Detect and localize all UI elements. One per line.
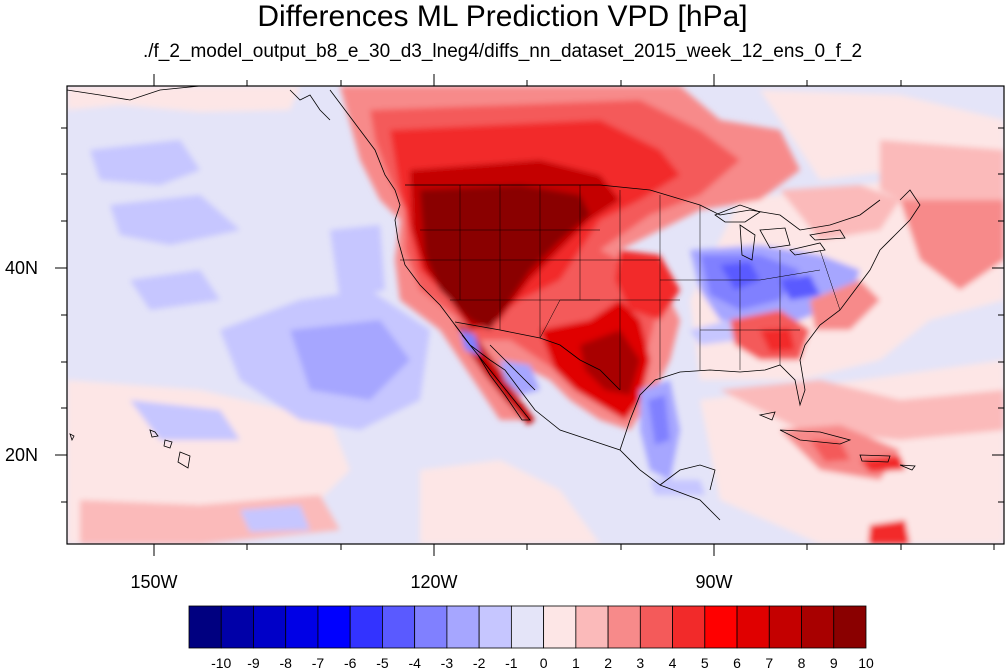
colorbar-label: -6 [344, 655, 357, 671]
colorbar-label: -1 [505, 655, 518, 671]
colorbar-label: 8 [798, 655, 806, 671]
colorbar-swatch [446, 605, 480, 649]
map-title: Differences ML Prediction VPD [hPa] [257, 0, 748, 33]
colorbar-swatch [349, 605, 383, 649]
colorbar-label: -4 [408, 655, 421, 671]
colorbar-label: -3 [441, 655, 454, 671]
colorbar-label: -7 [312, 655, 325, 671]
lat-tick-label: 40N [5, 258, 38, 278]
colorbar-swatch [801, 605, 835, 649]
colorbar-label: 6 [733, 655, 741, 671]
colorbar-swatch [382, 605, 416, 649]
lon-tick-label: 90W [695, 572, 732, 592]
lon-tick-label: 120W [410, 572, 457, 592]
map-area [67, 86, 1004, 544]
colorbar-swatch [575, 605, 609, 649]
colorbar-label: 4 [669, 655, 677, 671]
colorbar-label: 3 [636, 655, 644, 671]
colorbar-swatch [833, 605, 867, 649]
colorbar-label: -9 [247, 655, 260, 671]
colorbar-swatch [672, 605, 706, 649]
colorbar-swatch [188, 605, 222, 649]
colorbar-swatch [639, 605, 673, 649]
map-outlines [67, 86, 921, 521]
colorbar-swatch [704, 605, 738, 649]
colorbar-label: -2 [473, 655, 486, 671]
colorbar-label: -10 [211, 655, 231, 671]
colorbar-label: 7 [765, 655, 773, 671]
colorbar-label: 9 [830, 655, 838, 671]
lon-tick-label: 150W [130, 572, 177, 592]
colorbar-label: -5 [376, 655, 389, 671]
colorbar-label: 1 [572, 655, 580, 671]
map-subtitle: ./f_2_model_output_b8_e_30_d3_lneg4/diff… [142, 41, 863, 62]
colorbar-swatch [478, 605, 512, 649]
colorbar-swatch [220, 605, 254, 649]
colorbar-swatch [607, 605, 641, 649]
colorbar-swatch [317, 605, 351, 649]
colorbar-swatch [414, 605, 448, 649]
colorbar-label: -8 [279, 655, 292, 671]
colorbar-label: 10 [858, 655, 874, 671]
difference-field [67, 86, 1004, 544]
lat-tick-label: 20N [5, 445, 38, 465]
axis-ticks [55, 74, 1004, 556]
colorbar-swatch [510, 605, 545, 649]
colorbar-label: 2 [604, 655, 612, 671]
colorbar-swatch [736, 605, 770, 649]
colorbar-swatch [768, 605, 802, 649]
colorbar-label: 0 [540, 655, 548, 671]
colorbar-label: 5 [701, 655, 709, 671]
colorbar-swatch [285, 605, 319, 649]
colorbar-swatch [253, 605, 287, 649]
colorbar: -10 -9 -8 -7 -6 -5 -4 -3 -2 -1 0 1 2 3 4 5 6 7 8 9 10 [188, 605, 874, 671]
colorbar-swatch [543, 605, 577, 649]
